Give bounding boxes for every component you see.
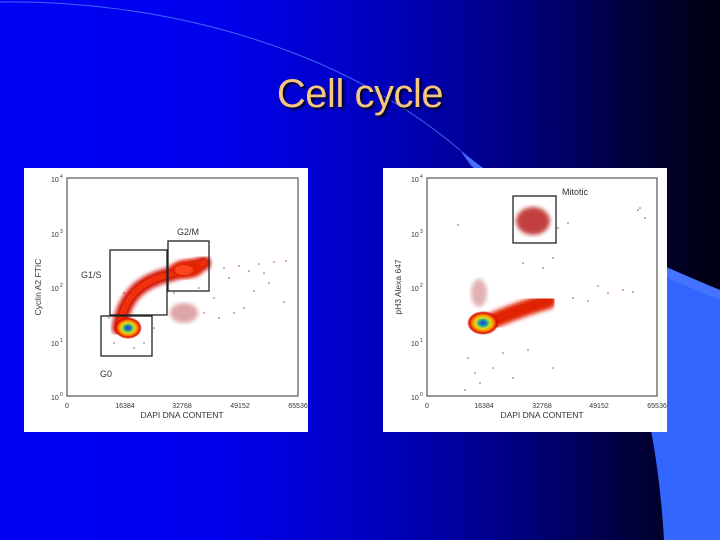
svg-text:10: 10 bbox=[51, 286, 59, 293]
y-axis-ticks: 10 4 10 3 10 2 10 1 10 0 bbox=[51, 174, 63, 402]
svg-text:10: 10 bbox=[411, 177, 419, 184]
svg-text:32768: 32768 bbox=[532, 403, 552, 410]
svg-text:0: 0 bbox=[420, 392, 423, 398]
svg-text:4: 4 bbox=[60, 174, 63, 180]
svg-text:65536: 65536 bbox=[288, 403, 308, 410]
svg-text:0: 0 bbox=[60, 392, 63, 398]
cyclin-a2-scatter-plot: G1/S G2/M G0 10 4 10 3 10 2 10 1 10 0 0 16384… bbox=[33, 174, 308, 420]
x-axis-ticks: 0 16384 32768 49152 65536 bbox=[65, 403, 308, 410]
y-axis-ticks: 10 4 10 3 10 2 10 1 10 0 bbox=[411, 174, 423, 402]
gate-g1s bbox=[109, 249, 168, 316]
svg-text:3: 3 bbox=[420, 229, 423, 235]
svg-text:10: 10 bbox=[411, 286, 419, 293]
svg-text:16384: 16384 bbox=[115, 403, 135, 410]
svg-text:10: 10 bbox=[51, 395, 59, 402]
y-axis-label: pH3 Alexa 647 bbox=[393, 259, 403, 315]
plot-frame bbox=[66, 177, 299, 397]
gate-mitotic bbox=[512, 195, 557, 244]
svg-text:2: 2 bbox=[60, 283, 63, 289]
svg-text:49152: 49152 bbox=[589, 403, 609, 410]
svg-text:0: 0 bbox=[65, 403, 69, 410]
scatter-dots bbox=[457, 207, 646, 391]
ph3-plot-panel: Mitotic 10 4 10 3 10 2 10 1 10 0 0 16384 3276… bbox=[383, 168, 667, 432]
svg-text:16384: 16384 bbox=[474, 403, 494, 410]
svg-text:49152: 49152 bbox=[230, 403, 250, 410]
gate-g0 bbox=[100, 315, 153, 357]
x-axis-ticks: 0 16384 32768 49152 65536 bbox=[425, 403, 667, 410]
svg-text:1: 1 bbox=[420, 338, 423, 344]
x-axis-label: DAPI DNA CONTENT bbox=[140, 410, 223, 420]
svg-text:10: 10 bbox=[411, 341, 419, 348]
svg-text:32768: 32768 bbox=[172, 403, 192, 410]
svg-text:1: 1 bbox=[60, 338, 63, 344]
slide-title: Cell cycle bbox=[276, 72, 444, 116]
svg-text:10: 10 bbox=[411, 395, 419, 402]
svg-text:10: 10 bbox=[411, 232, 419, 239]
svg-text:2: 2 bbox=[420, 283, 423, 289]
svg-text:65536: 65536 bbox=[647, 403, 667, 410]
svg-text:10: 10 bbox=[51, 232, 59, 239]
gate-label-g0: G0 bbox=[100, 369, 112, 379]
svg-text:3: 3 bbox=[60, 229, 63, 235]
cyclin-a2-plot-panel: G1/S G2/M G0 10 4 10 3 10 2 10 1 10 0 0 16384… bbox=[24, 168, 308, 432]
scatter-dots bbox=[108, 260, 287, 349]
svg-text:4: 4 bbox=[420, 174, 423, 180]
svg-text:10: 10 bbox=[51, 341, 59, 348]
gate-label-mitotic: Mitotic bbox=[562, 187, 589, 197]
x-axis-label: DAPI DNA CONTENT bbox=[500, 410, 583, 420]
ph3-scatter-plot: Mitotic 10 4 10 3 10 2 10 1 10 0 0 16384 3276… bbox=[393, 174, 667, 420]
gate-g2m bbox=[167, 240, 210, 292]
svg-text:10: 10 bbox=[51, 177, 59, 184]
plot-frame bbox=[426, 177, 658, 397]
gate-label-g1s: G1/S bbox=[81, 270, 102, 280]
svg-text:0: 0 bbox=[425, 403, 429, 410]
gate-label-g2m: G2/M bbox=[177, 227, 199, 237]
y-axis-label: Cyclin A2 FTIC bbox=[33, 259, 43, 316]
